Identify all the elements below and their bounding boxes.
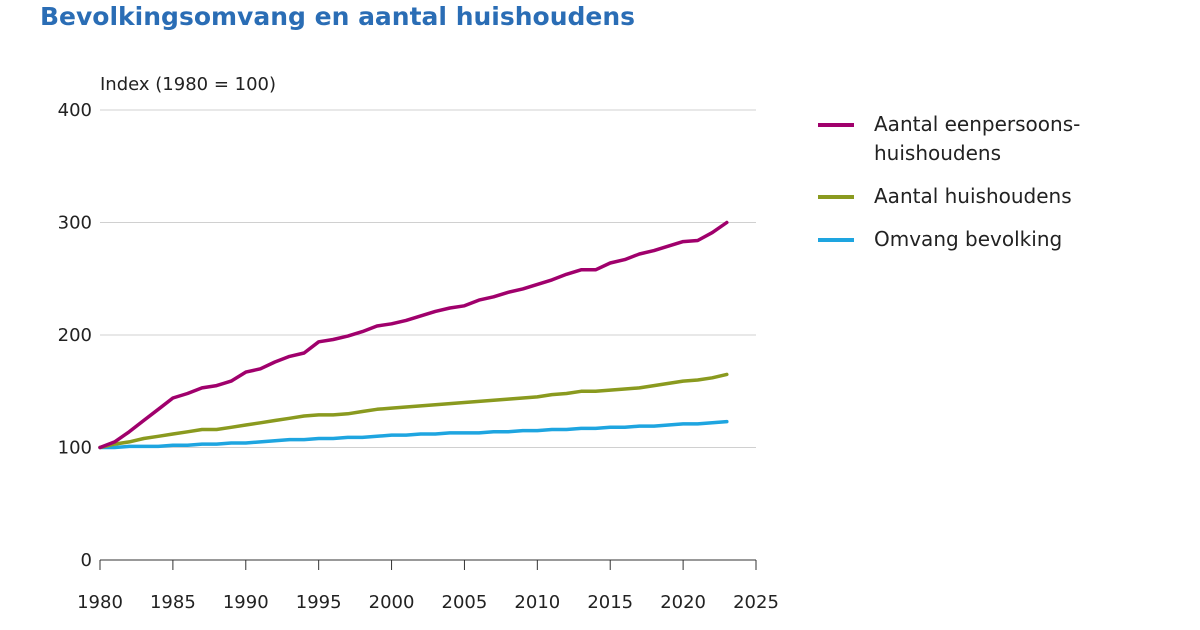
y-tick-label: 100	[58, 438, 92, 459]
y-tick-label: 400	[58, 100, 92, 121]
legend-item-omvang-bevolking: Omvang bevolking	[818, 225, 1138, 254]
x-tick-label: 2025	[733, 592, 779, 613]
series-line-aantal-huishoudens	[98, 372, 729, 450]
x-tick-label: 2010	[514, 592, 560, 613]
x-tick-label: 2005	[442, 592, 488, 613]
y-axis-ticks: 0 100 200 300 400	[58, 100, 92, 571]
legend: Aantal eenpersoons-huishoudens Aantal hui…	[818, 110, 1138, 268]
y-axis-label: Index (1980 = 100)	[100, 74, 276, 95]
x-tick-label: 2020	[660, 592, 706, 613]
y-tick-label: 300	[58, 213, 92, 234]
gridlines	[100, 109, 756, 448]
legend-label: Aantal huishoudens	[874, 184, 1072, 208]
x-tick-label: 2015	[587, 592, 633, 613]
legend-label: Omvang bevolking	[874, 227, 1063, 251]
x-axis-ticks: 1980 1985 1990 1995 2000 2005 2010 2015 2020 2025	[77, 560, 779, 613]
legend-item-aantal-eenpersoons-huishoudens: Aantal eenpersoons-huishoudens	[818, 110, 1138, 168]
legend-swatch	[818, 238, 854, 242]
x-tick-label: 1985	[150, 592, 196, 613]
x-tick-label: 1990	[223, 592, 269, 613]
x-tick-label: 2000	[369, 592, 415, 613]
series-line-aantal-eenpersoons-huishoudens	[98, 220, 729, 450]
chart-title: Bevolkingsomvang en aantal huishoudens	[40, 2, 636, 31]
legend-label: huishoudens	[874, 141, 1002, 165]
series-line-omvang-bevolking	[98, 419, 729, 450]
legend-label: Aantal eenpersoons-	[874, 112, 1081, 136]
y-tick-label: 0	[81, 550, 92, 571]
x-tick-label: 1995	[296, 592, 342, 613]
legend-swatch	[818, 123, 854, 127]
x-tick-label: 1980	[77, 592, 123, 613]
y-tick-label: 200	[58, 325, 92, 346]
legend-item-aantal-huishoudens: Aantal huishoudens	[818, 182, 1138, 211]
series-lines	[98, 220, 729, 450]
legend-swatch	[818, 195, 854, 199]
